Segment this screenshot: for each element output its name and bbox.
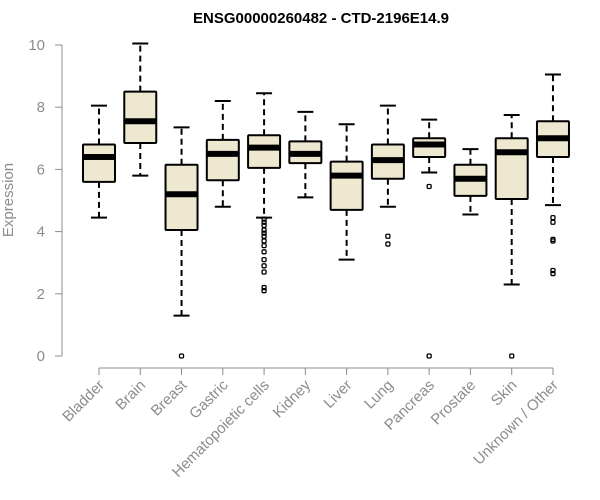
outlier-point [261, 242, 267, 249]
outlier-point [261, 219, 267, 225]
iqr-box [329, 160, 364, 211]
y-axis: 0 2 4 6 8 10 [28, 37, 63, 365]
outlier-point [385, 241, 391, 247]
box-10 [453, 148, 488, 216]
x-tick-label: Bladder [59, 377, 108, 426]
iqr-box [82, 143, 116, 183]
iqr-box [123, 90, 158, 144]
iqr-box [247, 134, 282, 169]
box-1 [82, 104, 116, 219]
iqr-box [412, 137, 447, 158]
chart-title: ENSG00000260482 - CTD-2196E14.9 [193, 10, 449, 27]
outlier-point [261, 263, 267, 269]
outlier-point [261, 256, 267, 263]
iqr-box [494, 137, 529, 200]
outlier-point [261, 216, 267, 222]
y-tick-label: 6 [37, 161, 45, 178]
box-4 [205, 99, 240, 208]
y-tick-label: 0 [37, 348, 45, 365]
iqr-box [164, 163, 199, 232]
outlier-point [509, 353, 515, 359]
outlier-point [261, 288, 267, 294]
y-tick-label: 10 [28, 37, 45, 54]
outlier-point [550, 270, 556, 277]
outlier-point [261, 249, 267, 255]
x-tick-label: Prostate [428, 377, 480, 429]
outlier-point [261, 230, 267, 236]
iqr-box [205, 138, 240, 182]
x-tick-label: Brain [112, 377, 149, 414]
outlier-point [426, 353, 432, 359]
box-9 [412, 118, 447, 359]
x-tick-label: Liver [320, 377, 355, 412]
x-tick-label: Breast [148, 376, 191, 419]
outlier-point [178, 353, 185, 359]
box-3 [164, 126, 199, 359]
outlier-point [261, 227, 267, 233]
box-7 [329, 123, 364, 261]
outlier-point [550, 238, 556, 244]
box-6 [288, 110, 323, 199]
x-tick-label: Kidney [270, 376, 315, 421]
outlier-point [261, 233, 267, 239]
box-11 [494, 113, 529, 359]
x-tick-label: Skin [488, 377, 521, 410]
outlier-point [550, 214, 556, 221]
box-12 [535, 73, 570, 277]
y-tick-label: 8 [37, 99, 45, 116]
y-tick-label: 4 [37, 224, 45, 241]
outlier-point [261, 269, 267, 275]
outlier-point [550, 267, 556, 274]
outlier-point [426, 183, 432, 190]
boxes-group [82, 42, 570, 359]
x-tick-label: Lung [361, 377, 397, 413]
box-2 [123, 42, 158, 177]
outlier-point [550, 219, 556, 225]
y-tick-label: 2 [37, 286, 45, 303]
outlier-point [261, 222, 267, 229]
outlier-point [261, 284, 267, 291]
outlier-point [261, 238, 267, 244]
outlier-point [385, 233, 391, 239]
y-axis-label: Expression [0, 163, 17, 237]
box-5 [247, 92, 282, 294]
box-8 [370, 104, 405, 247]
